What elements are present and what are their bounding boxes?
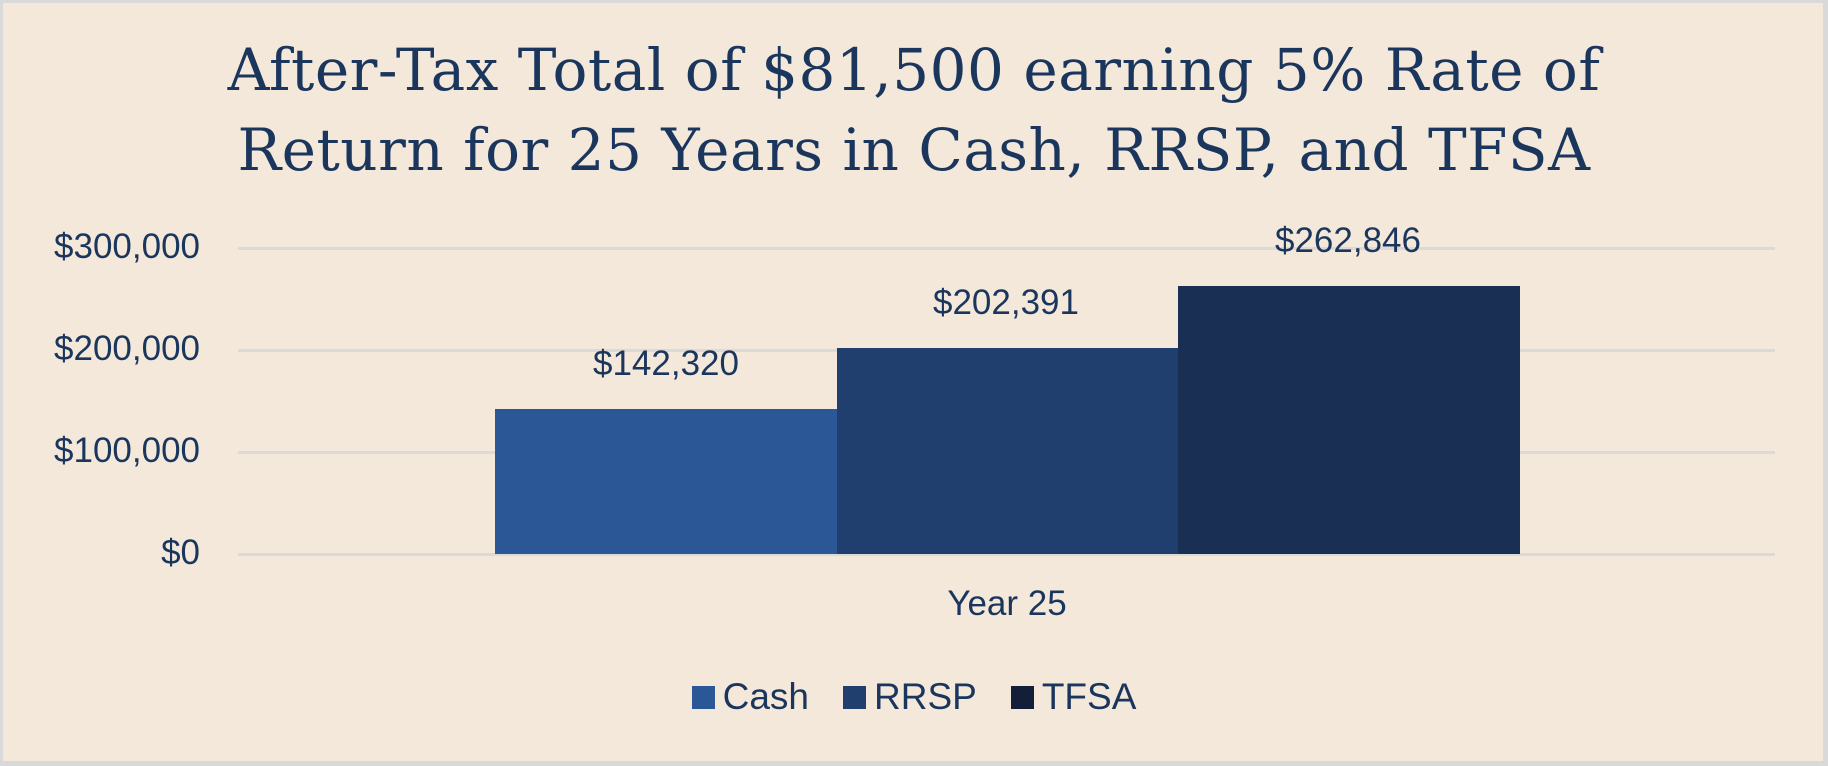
legend-swatch-tfsa-icon [1010, 685, 1034, 709]
ytick-label-200000: $200,000 [54, 329, 200, 368]
chart-title: After-Tax Total of $81,500 earning 5% Ra… [0, 30, 1828, 190]
legend-item-tfsa[interactable]: TFSA [1010, 675, 1137, 719]
chart-title-line-1: After-Tax Total of $81,500 earning 5% Ra… [227, 36, 1601, 104]
data-label-tfsa: $262,846 [1275, 221, 1421, 260]
legend-item-cash[interactable]: Cash [691, 675, 809, 719]
legend-label-tfsa: TFSA [1041, 676, 1137, 717]
legend-label-cash: Cash [722, 676, 809, 717]
ytick-label-0: $0 [161, 533, 200, 572]
legend-label-rrsp: RRSP [874, 676, 977, 717]
x-category-label: Year 25 [947, 584, 1067, 623]
ytick-label-300000: $300,000 [54, 227, 200, 266]
legend-swatch-cash-icon [691, 685, 715, 709]
data-label-cash: $142,320 [593, 344, 739, 383]
bar-tfsa [1178, 286, 1520, 554]
chart-legend: Cash RRSP TFSA [0, 675, 1828, 719]
bar-rrsp [837, 348, 1178, 554]
bar-cash [495, 409, 837, 554]
gridline-300000 [238, 247, 1775, 250]
legend-swatch-rrsp-icon [843, 685, 866, 709]
legend-item-rrsp[interactable]: RRSP [843, 675, 977, 719]
gridline-0 [238, 553, 1775, 556]
chart-title-line-2: Return for 25 Years in Cash, RRSP, and T… [237, 116, 1591, 184]
data-label-rrsp: $202,391 [933, 283, 1079, 322]
ytick-label-100000: $100,000 [54, 431, 200, 470]
